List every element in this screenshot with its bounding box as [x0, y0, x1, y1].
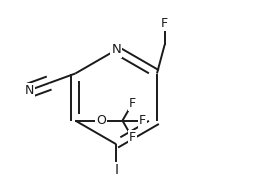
Text: F: F: [161, 17, 168, 30]
Text: I: I: [114, 163, 118, 177]
Text: O: O: [96, 114, 106, 127]
Text: F: F: [128, 131, 136, 144]
Text: N: N: [111, 43, 121, 56]
Text: N: N: [24, 84, 34, 97]
Text: F: F: [139, 114, 146, 127]
Text: F: F: [128, 97, 136, 110]
